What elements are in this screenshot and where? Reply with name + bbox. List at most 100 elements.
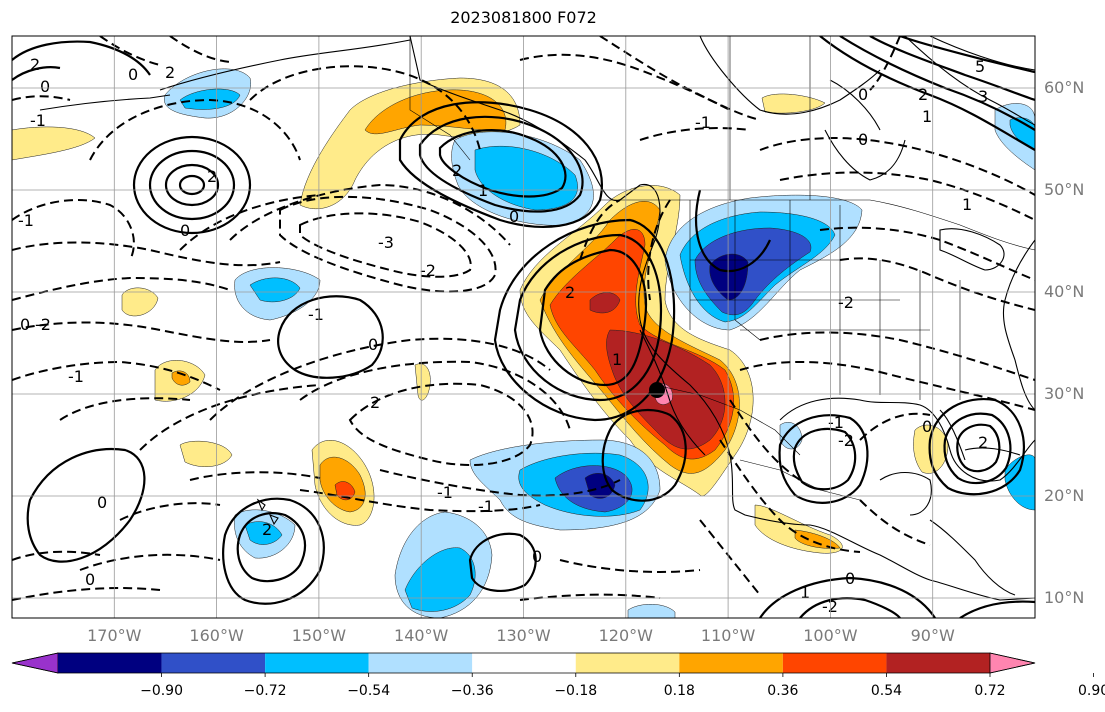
shaded-anomalies xyxy=(12,68,1035,618)
map-frame-border xyxy=(11,35,1036,619)
coastline-baja xyxy=(639,329,706,456)
contour-label: 1 xyxy=(800,583,810,602)
contour-label: 0 xyxy=(20,315,30,334)
shade-us-neg4 xyxy=(709,253,749,301)
contour-solid-top-left xyxy=(12,40,151,76)
contour-label: 5 xyxy=(975,57,985,76)
colorbar-segment xyxy=(472,653,576,673)
colorbar-tick-label: −0.36 xyxy=(450,683,494,699)
border-alaska-canada xyxy=(409,36,471,161)
colorbar-segment xyxy=(679,653,783,673)
shade-sw-neg4 xyxy=(584,473,616,499)
coastline-great-lakes xyxy=(939,228,1005,271)
colorbar-segment xyxy=(58,653,162,673)
colorbar-tick-label: 0.72 xyxy=(974,683,1006,699)
storm-center-marker xyxy=(649,382,665,398)
contour-label: 0 xyxy=(858,130,868,149)
latitude-label: 50°N xyxy=(1044,180,1085,199)
contour-dashed-mx xyxy=(719,439,861,553)
coastline-hawaii1 xyxy=(256,498,266,512)
dashed-contours xyxy=(12,36,1035,601)
contour-label: -1 xyxy=(437,483,453,502)
contour-label: -1 xyxy=(308,305,324,324)
land-outlines xyxy=(39,36,1035,601)
colorbar xyxy=(11,652,1094,677)
contour-label: 2 xyxy=(370,393,380,412)
contour-label: 2 xyxy=(207,167,217,186)
contour-label: 0 xyxy=(368,335,378,354)
latitude-label: 10°N xyxy=(1044,588,1085,607)
colorbar-tick-label: 0.90 xyxy=(1077,683,1105,699)
longitude-label: 120°W xyxy=(598,626,653,645)
contour-label: 0 xyxy=(97,493,107,512)
shade-mx-pos2 xyxy=(794,529,841,549)
contour-label: 2 xyxy=(565,283,575,302)
shade-pos-small1 xyxy=(121,287,159,317)
contour-label: 0 xyxy=(128,65,138,84)
contour-solid-gulf xyxy=(778,414,869,504)
shade-west-pos4 xyxy=(589,292,726,450)
contour-label: -2 xyxy=(35,315,51,334)
colorbar-segment xyxy=(782,653,887,673)
contour-label: 1 xyxy=(962,195,972,214)
contour-label: -1 xyxy=(18,211,34,230)
shade-pos-hawaii3 xyxy=(334,481,356,501)
contour-solid-sw-low xyxy=(222,497,325,605)
contour-label: 2 xyxy=(262,520,272,539)
contour-solid-baja-low xyxy=(601,408,687,502)
contour-dashed-east xyxy=(759,137,1035,196)
contour-label: 0 xyxy=(40,77,50,96)
coastline-alaska-top xyxy=(159,39,411,91)
colorbar-tick-label: 0.18 xyxy=(663,683,695,699)
shade-pos-small3 xyxy=(179,440,233,467)
contour-label: 0 xyxy=(922,417,932,436)
coastline-labrador xyxy=(904,36,1035,126)
contour-label: 2 xyxy=(30,55,40,74)
contour-solid-east-us xyxy=(695,189,772,273)
colorbar-tick-label: −0.18 xyxy=(554,683,598,699)
colorbar-segment xyxy=(575,653,680,673)
coastline-hudson-bay xyxy=(699,36,881,115)
contour-label: -1 xyxy=(478,497,494,516)
solid-contours xyxy=(12,36,1035,618)
chart-title: 2023081800 F072 xyxy=(450,8,597,27)
contour-label: 0 xyxy=(532,547,542,566)
contour-label: 2 xyxy=(165,63,175,82)
latitude-label: 30°N xyxy=(1044,384,1085,403)
coastline-east xyxy=(1002,239,1035,411)
contour-label: -1 xyxy=(695,113,711,132)
shade-neg-sw2 xyxy=(244,521,283,545)
colorbar-tick-label: 0.54 xyxy=(870,683,903,699)
coastline-gulf xyxy=(779,397,1035,482)
contour-solid-coast-ridge xyxy=(538,248,648,387)
contour-solid-west-0 xyxy=(26,448,146,563)
coastline-greenland-top xyxy=(929,36,1035,71)
contour-solid-florida xyxy=(928,397,1025,496)
colorbar-extend-high xyxy=(989,652,1036,674)
contour-label: 1 xyxy=(478,181,488,200)
shade-hudson-pos xyxy=(761,93,826,114)
contour-label: 2 xyxy=(918,85,928,104)
latitude-label: 60°N xyxy=(1044,78,1085,97)
contour-dashed-se-low xyxy=(348,382,534,466)
contour-label: -2 xyxy=(838,293,854,312)
colorbar-tick-label: −0.54 xyxy=(347,683,391,699)
shade-ne-neg xyxy=(627,604,676,618)
contour-solid-bottom-low xyxy=(468,532,537,592)
longitude-label: 110°W xyxy=(700,626,756,645)
longitude-label: 90°W xyxy=(910,626,955,645)
coastline-north-america xyxy=(409,36,1035,601)
contour-label: 0 xyxy=(858,85,868,104)
contour-labels: 2 0 -1 2 0 -1 -3 -2 2 1 0 0 2 -1 0 -2 -1… xyxy=(18,55,988,616)
contour-solid-low-west xyxy=(132,135,252,235)
coastline-baffin xyxy=(829,79,881,131)
shade-cp-neg2 xyxy=(249,277,301,303)
colorbar-tick-label: −0.72 xyxy=(243,683,287,699)
contour-label: 1 xyxy=(922,107,932,126)
shade-left-pos xyxy=(12,126,96,161)
colorbar-extend-low xyxy=(11,652,59,674)
contour-label: 2 xyxy=(978,433,988,452)
contour-label: 0 xyxy=(85,570,95,589)
contour-dashed-central-low xyxy=(279,195,497,293)
